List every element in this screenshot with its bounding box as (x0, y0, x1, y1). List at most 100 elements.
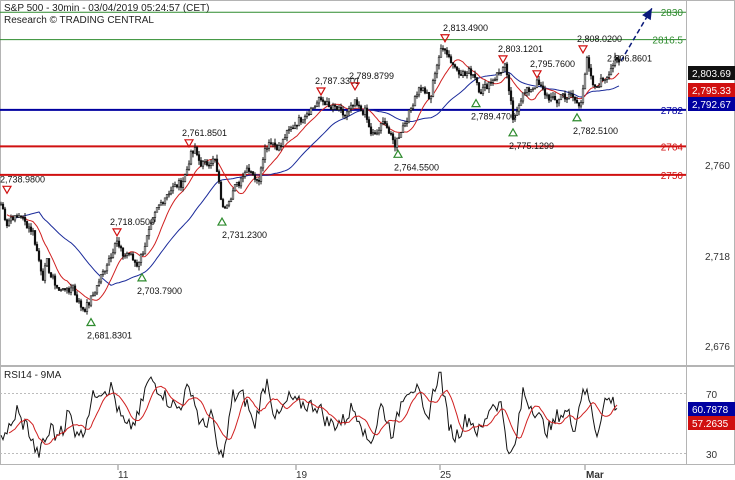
candle-body (277, 145, 281, 151)
level-label: 2750 (661, 171, 684, 182)
candle-body (17, 215, 21, 218)
candle-body (103, 270, 107, 273)
candle-body (165, 194, 169, 199)
price-badge (688, 66, 735, 80)
candle-body (1, 203, 5, 210)
candle-body (469, 68, 473, 76)
candle-body (259, 167, 263, 182)
candle-body (9, 216, 13, 222)
rsi-lines: 57.2635 60.7878 (0, 371, 735, 458)
candle-body (443, 48, 447, 51)
candle-body (339, 106, 343, 110)
candle-body (361, 110, 365, 115)
candle-body (351, 104, 355, 107)
candle-body (207, 164, 211, 167)
candle-body (83, 309, 87, 312)
candle-body (189, 151, 193, 165)
candle-body (75, 294, 79, 303)
candle-body (477, 82, 481, 93)
support-marker-icon (136, 272, 148, 282)
candle-body (439, 48, 443, 58)
candle-body (131, 253, 135, 261)
extremum-label: 2,738.9800 (0, 174, 45, 184)
candle-body (79, 300, 83, 308)
candle-body (71, 285, 75, 289)
candle-body (53, 275, 57, 286)
candle-body (293, 124, 297, 129)
candle-body (73, 285, 77, 296)
candle-body (541, 85, 545, 90)
price-badge (688, 416, 735, 430)
candle-body (107, 258, 111, 266)
candle-body (203, 161, 207, 163)
candle-body (453, 64, 457, 68)
candle-body (527, 87, 531, 93)
rsi-tick-label: 30 (706, 450, 718, 461)
candle-body (15, 215, 19, 218)
candle-body (87, 302, 91, 306)
candle-body (25, 221, 29, 229)
y-axis-price: 2,760 2,718 2,676 (705, 161, 730, 353)
price-badge-label: 2,803.69 (692, 69, 731, 80)
extremum-label: 2,761.8501 (182, 128, 227, 138)
candle-body (381, 121, 385, 124)
candle-body (309, 107, 313, 115)
candle-body (457, 69, 461, 75)
candle-body (183, 174, 187, 182)
candle-body (483, 84, 487, 88)
candle-body (519, 100, 523, 106)
candle-body (197, 154, 201, 161)
extremum-label: 2,782.5100 (573, 126, 618, 136)
candle-body (195, 147, 199, 155)
candle-body (187, 163, 191, 170)
candle-body (553, 96, 557, 101)
candle-body (317, 97, 321, 104)
candle-body (471, 74, 475, 76)
candle-body (179, 180, 183, 188)
candle-body (535, 79, 539, 89)
candle-body (11, 216, 15, 221)
candle-body (503, 63, 507, 68)
candle-body (557, 99, 561, 104)
candle-body (295, 124, 299, 127)
candle-body (329, 106, 333, 110)
chart-title: S&P 500 - 30min - 03/04/2019 05:24:57 (C… (4, 3, 210, 14)
candle-body (109, 257, 113, 259)
candle-body (373, 132, 377, 135)
candle-body (573, 96, 577, 101)
candle-body (57, 287, 61, 291)
candle-body (509, 90, 513, 102)
candle-body (125, 252, 129, 257)
price-badges: 2,795.33 2,792.67 2,803.69 (688, 66, 735, 111)
candle-body (127, 252, 131, 255)
candle-body (273, 142, 277, 146)
moving-averages (6, 59, 620, 301)
candle-body (413, 96, 417, 107)
candle-body (279, 145, 283, 147)
candle-body (245, 167, 249, 173)
candle-body (607, 74, 611, 78)
candle-body (493, 79, 497, 81)
candle-body (93, 292, 97, 296)
candle-body (377, 129, 381, 134)
candle-body (425, 91, 429, 94)
candle-body (507, 74, 511, 92)
candle-body (543, 88, 547, 96)
candle-body (313, 106, 317, 109)
candle-body (145, 235, 149, 247)
candle-body (199, 160, 203, 167)
candle-body (291, 127, 295, 130)
candle-body (595, 86, 599, 88)
candle-body (367, 119, 371, 128)
candle-body (129, 253, 133, 256)
candle-body (345, 111, 349, 117)
extremum-label: 2,764.5500 (394, 162, 439, 172)
level-label: 2782 (661, 106, 684, 117)
candle-body (429, 96, 433, 100)
resistance-marker-icon (349, 82, 361, 92)
candle-body (69, 287, 73, 293)
candle-body (489, 81, 493, 84)
candle-body (319, 97, 323, 101)
candle-body (91, 294, 95, 297)
candle-body (551, 96, 555, 98)
